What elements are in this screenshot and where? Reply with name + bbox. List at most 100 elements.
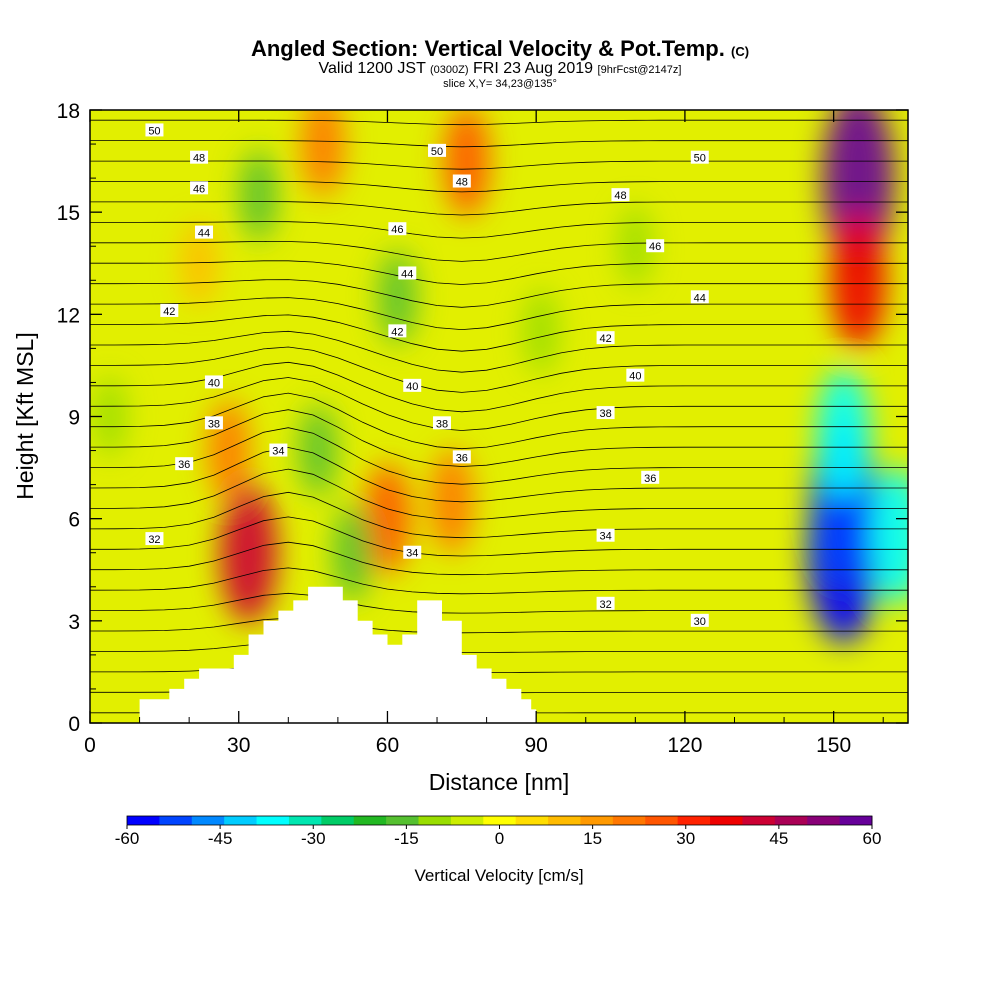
theta-label-bg: [596, 596, 615, 610]
plot-area: 50 48 46 44 42 40 38 36 34 32 50 48 46 44 42 40 38 36 34 50…: [90, 110, 908, 723]
theta-label-text: 50: [694, 153, 706, 165]
theta-label-bg: [175, 457, 194, 471]
x-tick-label: 150: [816, 734, 851, 757]
velocity-cell: [93, 375, 127, 458]
theta-label: 36: [641, 470, 660, 485]
colorbar-tick-label: 60: [863, 829, 882, 848]
theta-label-bg: [452, 450, 471, 464]
theta-label-bg: [388, 324, 407, 338]
theta-contour: [90, 617, 908, 634]
colorbar-tick-label: 45: [769, 829, 788, 848]
colorbar-swatch: [774, 816, 808, 825]
chart-title: Angled Section: Vertical Velocity & Pot.…: [0, 36, 1000, 62]
theta-label-text: 46: [649, 241, 661, 253]
colorbar-tick-label: 0: [495, 829, 504, 848]
colorbar-swatch: [580, 816, 614, 825]
theta-label-text: 38: [208, 418, 220, 430]
theta-label: 36: [452, 450, 471, 464]
theta-label-bg: [388, 222, 407, 236]
theta-label: 50: [690, 150, 709, 165]
colorbar-title: Vertical Velocity [cm/s]: [414, 866, 583, 885]
theta-label-bg: [646, 239, 665, 253]
theta-label: 38: [596, 406, 615, 420]
velocity-field: [93, 110, 908, 643]
theta-label-text: 34: [406, 548, 418, 560]
theta-label-bg: [641, 470, 660, 484]
colorbar-swatch: [288, 816, 322, 825]
theta-label: 48: [190, 150, 209, 165]
theta-contour: [90, 641, 908, 654]
theta-contour: [90, 279, 908, 308]
y-tick-label: 3: [68, 611, 80, 634]
theta-contour: [90, 427, 908, 485]
theta-label-text: 36: [644, 473, 656, 485]
theta-label-text: 34: [599, 531, 611, 543]
theta-label: 32: [145, 532, 164, 546]
velocity-cell: [301, 110, 345, 197]
velocity-cell: [523, 288, 559, 375]
x-tick-label: 60: [376, 734, 399, 757]
velocity-cell: [208, 399, 250, 502]
colorbar-swatch: [224, 816, 258, 825]
theta-label: 34: [596, 528, 615, 543]
theta-label: 36: [175, 457, 194, 471]
x-axis-title: Distance [nm]: [429, 769, 570, 795]
theta-label-bg: [611, 188, 630, 202]
colorbar-tick-label: -15: [394, 829, 419, 848]
theta-label-text: 50: [431, 146, 443, 158]
colorbar-swatch: [450, 816, 484, 825]
theta-contour: [90, 119, 908, 126]
theta-label-text: 34: [272, 446, 284, 458]
theta-label-text: 30: [694, 616, 706, 628]
theta-label-text: 48: [193, 153, 205, 165]
theta-label-text: 44: [198, 228, 210, 240]
theta-label-bg: [452, 174, 471, 188]
y-axis-title: Height [Kft MSL]: [12, 332, 38, 499]
valid-date: FRI 23 Aug 2019: [472, 60, 594, 77]
theta-contour: [90, 346, 908, 393]
colorbar: -60 -45 -30 -15 0 15 30 45 60: [115, 815, 882, 848]
y-tick-label: 9: [68, 407, 80, 430]
theta-label: 34: [269, 443, 288, 458]
theta-label-text: 44: [694, 292, 706, 304]
colorbar-swatch: [710, 816, 743, 825]
chart-subtitle: Valid 1200 JST (0300Z) FRI 23 Aug 2019 […: [0, 60, 1000, 78]
colorbar-swatch: [191, 816, 225, 825]
theta-label-bg: [596, 528, 615, 542]
theta-label: 34: [403, 545, 422, 560]
theta-label-bg: [432, 416, 451, 430]
theta-contour: [90, 491, 908, 539]
colorbar-tick-label: 30: [676, 829, 695, 848]
theta-label-bg: [145, 123, 164, 137]
theta-contour: [90, 201, 908, 216]
y-tick-label: 0: [68, 713, 80, 736]
theta-label-bg: [190, 181, 209, 195]
colorbar-swatch: [839, 816, 873, 825]
theta-label-text: 36: [456, 452, 468, 464]
theta-contour-labels: 50 48 46 44 42 40 38 36 34 32 50 48 46 44 42 40 38 36 34 50…: [145, 123, 709, 628]
theta-contour: [90, 409, 908, 467]
velocity-cell: [822, 110, 895, 267]
theta-label: 44: [398, 266, 417, 280]
theta-label-bg: [145, 532, 164, 546]
slice-info: slice X,Y= 34,23@135°: [443, 78, 557, 90]
theta-label-bg: [690, 150, 709, 164]
theta-contour: [90, 140, 908, 148]
theta-label-bg: [160, 303, 179, 317]
colorbar-tick-label: 15: [583, 829, 602, 848]
theta-label: 50: [145, 123, 164, 137]
theta-contour: [90, 361, 908, 413]
theta-label-text: 46: [193, 183, 205, 195]
x-axis: 0 30 60 90 120 150: [84, 110, 884, 757]
theta-label-bg: [195, 225, 214, 239]
theta-label: 40: [626, 368, 645, 383]
velocity-cell: [332, 504, 373, 602]
theta-contour: [90, 377, 908, 431]
velocity-cell: [219, 482, 278, 624]
theta-contour: [90, 468, 908, 521]
theta-label: 46: [190, 181, 209, 195]
theta-contour: [90, 160, 908, 170]
colorbar-swatch: [127, 816, 160, 825]
theta-label-bg: [428, 143, 447, 157]
